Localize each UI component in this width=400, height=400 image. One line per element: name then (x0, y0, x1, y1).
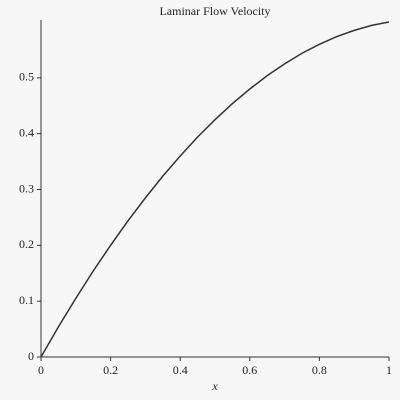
y-tick-label: 0.2 (19, 237, 34, 251)
y-tick-label: 0.4 (19, 125, 34, 139)
y-tick-label: 0 (28, 349, 34, 363)
chart-title: Laminar Flow Velocity (159, 4, 270, 18)
x-tick-label: 0.4 (173, 363, 188, 377)
y-tick-label: 0.1 (19, 293, 34, 307)
line-series (40, 21, 390, 358)
x-tick-label: 0 (38, 363, 44, 377)
y-tick-label: 0.5 (19, 70, 34, 84)
x-tick-label: 1 (386, 363, 392, 377)
y-tick-label: 0.3 (19, 181, 34, 195)
x-axis-label: x (211, 379, 218, 393)
x-tick-label: 0.8 (312, 363, 327, 377)
x-tick-label: 0.6 (242, 363, 257, 377)
x-tick-label: 0.2 (103, 363, 118, 377)
